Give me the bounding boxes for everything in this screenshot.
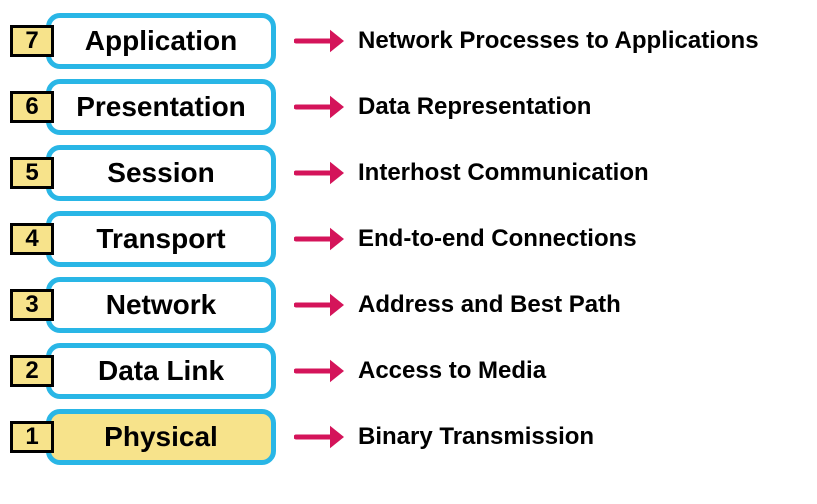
layer-name-box: Application	[46, 13, 276, 69]
layer-number-badge: 3	[10, 289, 54, 321]
arrow-icon	[294, 291, 344, 319]
layer-row: 1Physical Binary Transmission	[10, 408, 807, 466]
arrow-icon	[294, 423, 344, 451]
layer-description: Network Processes to Applications	[358, 27, 759, 55]
layer-name-box: Transport	[46, 211, 276, 267]
layer-name-box: Session	[46, 145, 276, 201]
layer-number-badge: 4	[10, 223, 54, 255]
layer-description: End-to-end Connections	[358, 225, 637, 253]
layer-description: Access to Media	[358, 357, 546, 385]
layer-row: 6Presentation Data Representation	[10, 78, 807, 136]
layer-name-box: Physical	[46, 409, 276, 465]
layer-number-badge: 2	[10, 355, 54, 387]
layer-description: Address and Best Path	[358, 291, 621, 319]
layer-row: 3Network Address and Best Path	[10, 276, 807, 334]
layer-name-box: Network	[46, 277, 276, 333]
layer-name-box: Data Link	[46, 343, 276, 399]
layer-description: Data Representation	[358, 93, 591, 121]
layer-description: Binary Transmission	[358, 423, 594, 451]
layer-row: 7Application Network Processes to Applic…	[10, 12, 807, 70]
layer-name-box: Presentation	[46, 79, 276, 135]
layer-row: 2Data Link Access to Media	[10, 342, 807, 400]
layer-number-badge: 7	[10, 25, 54, 57]
layer-row: 5Session Interhost Communication	[10, 144, 807, 202]
arrow-icon	[294, 27, 344, 55]
arrow-icon	[294, 225, 344, 253]
arrow-icon	[294, 93, 344, 121]
layer-number-badge: 6	[10, 91, 54, 123]
osi-layers-diagram: 7Application Network Processes to Applic…	[10, 12, 807, 466]
arrow-icon	[294, 357, 344, 385]
layer-row: 4Transport End-to-end Connections	[10, 210, 807, 268]
layer-number-badge: 5	[10, 157, 54, 189]
arrow-icon	[294, 159, 344, 187]
layer-description: Interhost Communication	[358, 159, 649, 187]
layer-number-badge: 1	[10, 421, 54, 453]
